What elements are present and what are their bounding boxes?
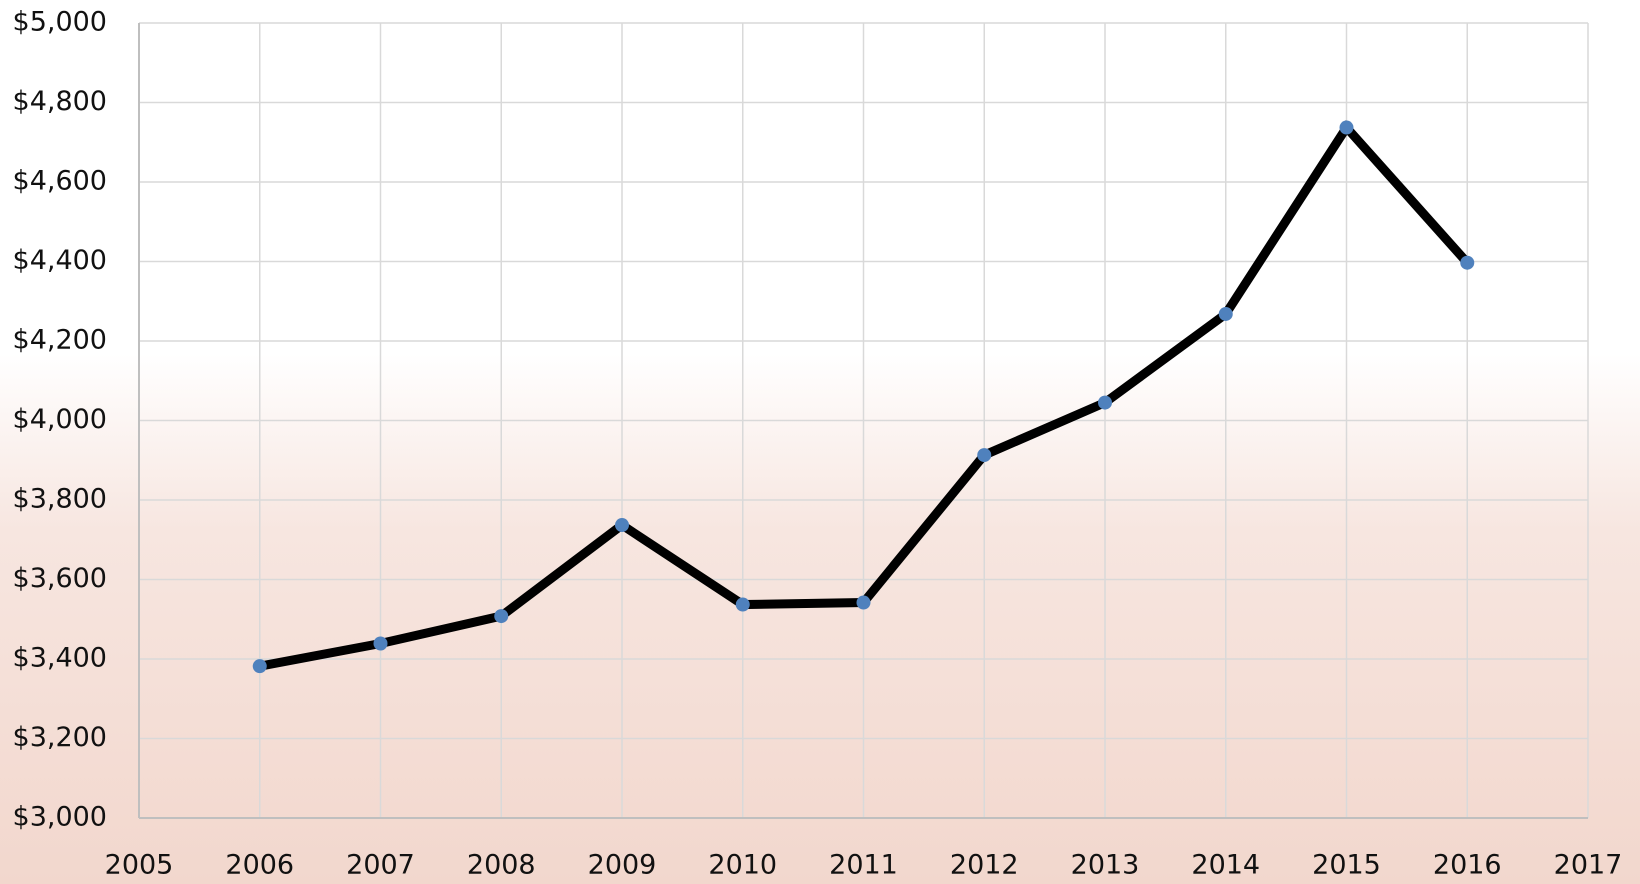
y-tick-label: $5,000	[13, 7, 107, 38]
x-tick-label: 2007	[346, 850, 415, 881]
y-tick-label: $4,800	[13, 86, 107, 117]
y-tick-label: $3,400	[13, 643, 107, 674]
x-tick-label: 2008	[467, 850, 536, 881]
y-tick-label: $3,800	[13, 484, 107, 515]
y-tick-label: $4,200	[13, 325, 107, 356]
x-tick-label: 2010	[708, 850, 777, 881]
y-tick-label: $3,200	[13, 722, 107, 753]
point	[1218, 306, 1233, 321]
x-tick-label: 2009	[588, 850, 657, 881]
point	[615, 518, 629, 533]
point	[373, 636, 388, 651]
point	[1339, 120, 1354, 135]
x-tick-label: 2014	[1191, 850, 1260, 881]
point	[494, 609, 509, 624]
point	[1098, 395, 1112, 410]
x-tick-label: 2011	[829, 850, 898, 881]
x-tick-label: 2006	[225, 850, 294, 881]
y-tick-label: $4,400	[13, 245, 107, 276]
point	[252, 659, 267, 674]
point	[856, 595, 871, 610]
x-tick-label: 2012	[950, 850, 1019, 881]
y-tick-label: $4,600	[13, 166, 107, 197]
x-tick-label: 2015	[1312, 850, 1381, 881]
x-tick-label: 2017	[1554, 850, 1623, 881]
point	[1460, 255, 1475, 270]
point	[735, 597, 750, 612]
point	[977, 448, 992, 463]
y-tick-label: $4,000	[13, 404, 107, 435]
x-tick-label: 2013	[1071, 850, 1140, 881]
x-tick-label: 2005	[105, 850, 174, 881]
y-tick-label: $3,600	[13, 563, 107, 594]
y-tick-label: $3,000	[13, 802, 107, 833]
x-tick-label: 2016	[1433, 850, 1502, 881]
